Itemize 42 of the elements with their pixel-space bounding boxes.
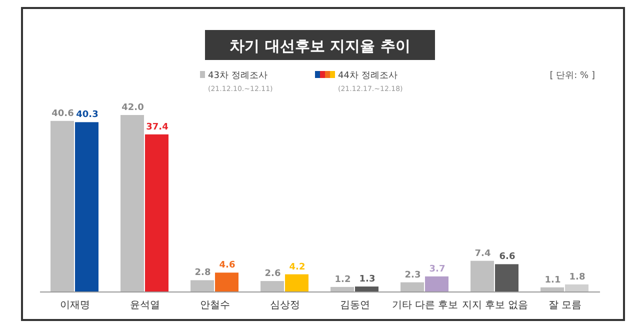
bar xyxy=(495,264,518,292)
bar xyxy=(400,282,424,292)
text: [ 단위: % ] xyxy=(550,71,595,81)
x-tick-label: 윤석열 xyxy=(130,300,160,311)
data-label: 2.6 xyxy=(264,269,281,280)
data-label: 1.8 xyxy=(569,272,586,282)
data-label: 40.3 xyxy=(76,110,98,120)
data-label: 2.8 xyxy=(194,268,211,278)
data-label: 6.6 xyxy=(499,252,516,262)
bar xyxy=(565,284,588,292)
data-label: 42.0 xyxy=(122,103,144,113)
x-tick-label: 김동연 xyxy=(340,300,370,311)
bar xyxy=(50,120,74,292)
bar xyxy=(145,134,168,292)
data-label: 3.7 xyxy=(429,264,446,274)
data-label: 7.4 xyxy=(474,248,491,259)
chart-title: 차기 대선후보 지지율 추이 xyxy=(230,37,410,55)
bar xyxy=(285,274,308,292)
data-label: 37.4 xyxy=(146,122,168,132)
bar xyxy=(75,122,98,292)
data-label: 1.2 xyxy=(334,274,351,285)
bar xyxy=(425,276,448,292)
legend-label: 44차 정례조사 xyxy=(338,71,398,81)
bar xyxy=(260,281,284,292)
x-tick-label: 이재명 xyxy=(60,300,90,311)
bar xyxy=(215,272,238,292)
x-tick-label: 심상정 xyxy=(270,300,300,311)
bar xyxy=(470,260,494,292)
bar xyxy=(355,286,378,292)
bar xyxy=(120,115,144,292)
x-tick-label: 지지 후보 없음 xyxy=(462,300,528,311)
x-tick-label: 잘 모름 xyxy=(548,300,582,311)
data-label: 40.6 xyxy=(52,108,74,119)
x-tick-label: 기타 다른 후보 xyxy=(392,300,458,311)
x-tick-label: 안철수 xyxy=(200,300,230,311)
bar xyxy=(190,280,214,292)
legend-label: 43차 정례조사 xyxy=(208,71,268,81)
data-label: 4.2 xyxy=(289,262,306,272)
data-label: 1.1 xyxy=(544,275,561,286)
data-label: 1.3 xyxy=(359,274,376,285)
data-label: 4.6 xyxy=(219,260,236,271)
data-label: 2.3 xyxy=(404,270,421,280)
